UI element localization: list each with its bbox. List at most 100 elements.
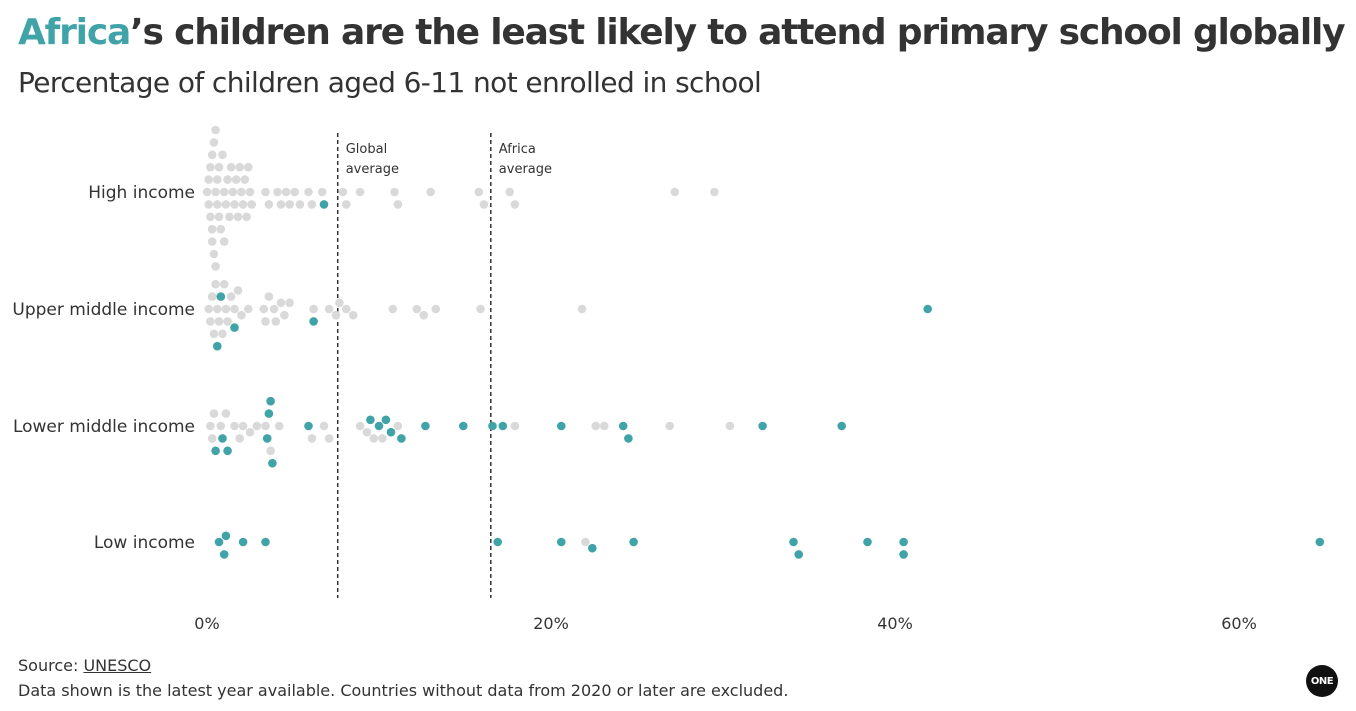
data-point-other (209, 249, 219, 259)
x-tick-label: 60% (1221, 614, 1257, 633)
category-label: High income (88, 183, 195, 203)
category-label: Lower middle income (13, 417, 195, 437)
source-line: Source: UNESCO (18, 656, 151, 675)
data-point-africa (794, 550, 803, 559)
data-point-africa (381, 415, 391, 425)
data-point-other (211, 125, 220, 135)
data-point-other (264, 200, 274, 209)
data-point-africa (211, 446, 220, 456)
data-point-other (252, 421, 262, 431)
data-point-other (204, 200, 213, 209)
data-point-africa (366, 415, 375, 425)
data-point-other (237, 187, 246, 197)
data-point-other (510, 421, 520, 431)
category-label: Upper middle income (12, 300, 195, 320)
data-point-africa (218, 434, 227, 443)
reference-label: Africa (499, 142, 536, 157)
data-point-other (388, 304, 398, 314)
data-point-africa (397, 434, 406, 443)
data-point-other (342, 304, 351, 314)
data-point-other (276, 200, 286, 209)
data-point-africa (1315, 537, 1325, 547)
data-point-other (331, 310, 341, 320)
data-point-africa (309, 317, 318, 326)
data-point-other (245, 427, 255, 437)
data-point-africa (459, 421, 468, 431)
data-point-other (204, 304, 213, 314)
data-point-other (221, 304, 231, 314)
data-point-other (207, 224, 217, 234)
data-point-africa (374, 421, 384, 431)
data-point-other (581, 537, 590, 547)
data-point-africa (214, 537, 224, 547)
data-point-other (264, 292, 274, 301)
data-point-other (237, 310, 246, 320)
data-point-other (213, 200, 222, 209)
data-point-other (476, 304, 485, 314)
chart-title-highlight: Africa (18, 12, 131, 53)
data-point-africa (264, 409, 274, 418)
data-point-other (218, 329, 227, 339)
data-point-other (219, 187, 229, 197)
data-point-africa (899, 537, 908, 547)
data-point-other (230, 200, 239, 209)
data-point-other (269, 304, 279, 314)
data-point-other (390, 187, 399, 197)
footnote: Data shown is the latest year available.… (18, 681, 789, 700)
x-tick-label: 40% (877, 614, 913, 633)
data-point-other (207, 237, 217, 246)
data-point-other (261, 317, 270, 326)
source-label: Source: (18, 656, 84, 675)
data-point-other (214, 212, 224, 222)
data-point-other (307, 200, 317, 209)
data-point-other (235, 162, 244, 172)
data-point-other (216, 421, 226, 431)
data-point-other (281, 187, 291, 197)
data-point-other (214, 317, 224, 326)
data-point-other (221, 409, 231, 418)
data-point-other (207, 292, 217, 301)
data-point-other (259, 304, 269, 314)
data-point-other (231, 175, 241, 184)
data-point-other (393, 200, 403, 209)
data-point-other (266, 446, 275, 456)
data-point-other (261, 187, 270, 197)
data-point-other (240, 175, 250, 184)
data-point-other (226, 162, 236, 172)
data-point-other (206, 421, 215, 431)
data-point-africa (238, 537, 248, 547)
beeswarm-chart: Global average Africa average High income Upp… (12, 125, 1325, 633)
data-point-other (285, 298, 294, 308)
data-point-other (285, 200, 294, 209)
data-point-other (479, 200, 489, 209)
data-point-other (591, 421, 600, 431)
data-point-other (247, 200, 256, 209)
data-point-africa (262, 434, 272, 443)
data-point-africa (618, 421, 628, 431)
data-point-other (319, 421, 329, 431)
data-point-other (230, 304, 239, 314)
data-point-other (209, 409, 219, 418)
data-point-other (245, 187, 255, 197)
data-point-africa (498, 421, 508, 431)
data-point-africa (386, 427, 396, 437)
data-point-other (426, 187, 435, 197)
data-point-other (324, 304, 334, 314)
data-point-africa (268, 458, 277, 468)
data-point-other (230, 421, 239, 431)
x-tick-label: 20% (533, 614, 569, 633)
data-point-other (221, 200, 231, 209)
data-point-africa (837, 421, 846, 431)
data-point-other (271, 317, 281, 326)
data-point-africa (557, 537, 566, 547)
data-point-africa (923, 304, 932, 314)
data-point-other (577, 304, 587, 314)
data-point-other (219, 279, 229, 289)
source-link[interactable]: UNESCO (83, 656, 152, 675)
data-point-other (665, 421, 674, 431)
data-point-africa (493, 537, 503, 547)
data-point-other (412, 304, 422, 314)
data-point-other (244, 162, 253, 172)
data-point-other (214, 162, 224, 172)
data-point-other (335, 298, 344, 308)
